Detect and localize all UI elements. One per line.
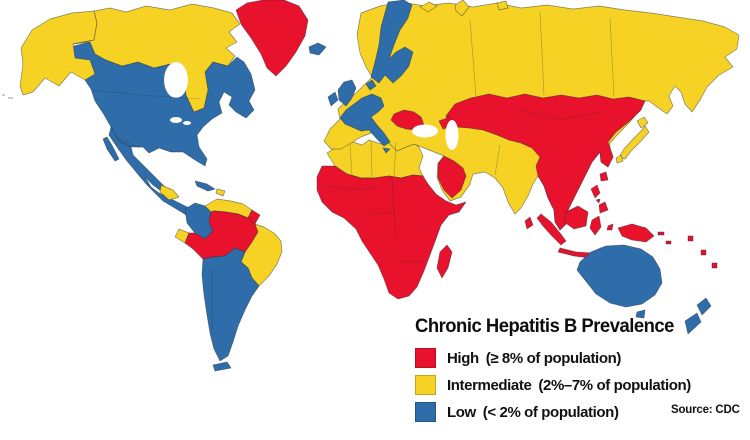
- region-alaska: [19, 10, 98, 96]
- region-arabian-peninsula: [437, 155, 467, 199]
- region-svalbard: [419, 1, 438, 13]
- legend-swatch-intermediate: [415, 375, 436, 395]
- legend-item-low: Low (< 2% of population): [415, 402, 747, 422]
- region-tasmania: [635, 309, 646, 319]
- legend-range-intermediate: (2%–7% of population): [538, 376, 691, 394]
- region-nz-south-island: [684, 312, 702, 335]
- region-taiwan: [599, 171, 609, 182]
- region-central-asia-china-sea: [445, 93, 646, 231]
- region-solomon-islands: [657, 231, 665, 236]
- legend: Chronic Hepatitis B Prevalence High (≥ 8…: [415, 316, 747, 422]
- source-credit: Source: CDC: [671, 404, 740, 416]
- region-samoa: [711, 262, 718, 269]
- region-philippines-visayas: [595, 198, 601, 204]
- legend-swatch-high: [415, 348, 436, 368]
- region-united-kingdom: [337, 79, 357, 107]
- region-moluccas: [606, 223, 614, 231]
- region-guatemala-honduras: [159, 184, 180, 201]
- region-ireland: [327, 91, 339, 107]
- hudson-bay: [164, 62, 188, 98]
- region-hispaniola: [215, 188, 226, 197]
- region-western-europe: [339, 93, 391, 147]
- great-lakes: [170, 117, 182, 123]
- region-sri-lanka: [524, 216, 534, 230]
- region-denmark: [365, 79, 377, 91]
- region-severnaya: [496, 0, 509, 11]
- region-tonga: [700, 249, 707, 256]
- region-borneo: [563, 205, 589, 230]
- region-sulawesi: [589, 215, 602, 236]
- region-sumatra: [536, 213, 567, 246]
- region-sub-saharan-africa: [316, 165, 467, 300]
- region-japan-honshu: [618, 125, 650, 160]
- caspian-sea: [445, 120, 459, 150]
- region-novaya-zemlya: [454, 0, 470, 17]
- region-philippines-luzon: [590, 184, 601, 199]
- legend-item-high: High (≥ 8% of population): [415, 348, 747, 368]
- legend-range-low: (< 2% of population): [482, 403, 619, 421]
- region-iceland: [308, 42, 327, 56]
- legend-item-intermediate: Intermediate (2%–7% of population): [415, 375, 747, 395]
- region-japan-hokkaido: [636, 116, 649, 129]
- black-sea: [412, 124, 438, 138]
- legend-title: Chronic Hepatitis B Prevalence: [415, 316, 674, 337]
- region-southern-cone: [201, 247, 260, 362]
- region-japan-kyushu: [615, 154, 624, 164]
- region-philippines-mindanao: [598, 201, 609, 214]
- region-tierra-del-fuego: [212, 361, 232, 372]
- legend-swatch-low: [415, 402, 436, 422]
- region-greenland: [235, 0, 309, 77]
- region-northern-canada: [72, 3, 241, 113]
- aleutian-islands: [2, 94, 13, 99]
- region-sicily: [382, 147, 391, 154]
- region-nz-north-island: [696, 297, 712, 316]
- region-australia: [576, 244, 663, 308]
- legend-label-low: Low: [447, 403, 476, 421]
- region-madagascar: [436, 244, 453, 279]
- region-cuba: [194, 180, 216, 192]
- legend-range-high: (≥ 8% of population): [485, 349, 622, 367]
- region-vanuatu: [665, 240, 672, 245]
- region-fiji: [687, 235, 694, 242]
- region-new-guinea: [617, 223, 655, 243]
- great-lakes-east: [183, 121, 191, 125]
- region-scandinavia: [370, 0, 414, 84]
- legend-label-high: High: [447, 349, 479, 367]
- legend-label-intermediate: Intermediate: [447, 376, 532, 394]
- region-baja-california: [102, 136, 120, 162]
- country-borders: [92, 11, 615, 330]
